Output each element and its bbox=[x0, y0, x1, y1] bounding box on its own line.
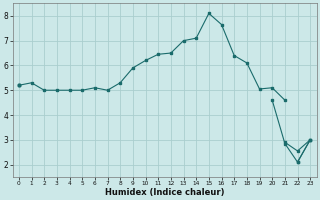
X-axis label: Humidex (Indice chaleur): Humidex (Indice chaleur) bbox=[105, 188, 224, 197]
